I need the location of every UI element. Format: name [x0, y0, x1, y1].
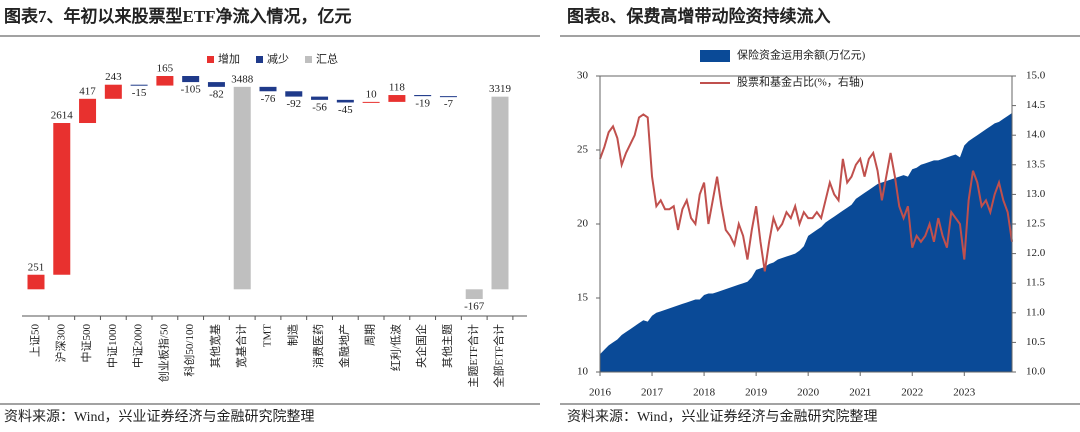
y2-tick-label: 10.0: [1026, 366, 1046, 378]
value-label: -45: [338, 104, 353, 116]
source-note: 资料来源：Wind，兴业证券经济与金融研究院整理: [567, 409, 878, 425]
x-tick-label: 上证50: [29, 324, 42, 357]
line: [599, 113, 1013, 272]
value-label: -105: [181, 84, 202, 96]
bar: [27, 274, 45, 290]
y-tick-label: 10: [577, 366, 589, 378]
y2-tick-label: 13.0: [1026, 188, 1046, 200]
legend-swatch: [256, 56, 263, 63]
value-label: 2614: [51, 110, 74, 122]
bar: [156, 76, 174, 86]
bar: [336, 99, 354, 103]
x-tick-label: 宽基合计: [234, 324, 248, 368]
bar: [53, 123, 71, 275]
y2-tick-label: 10.5: [1026, 336, 1046, 348]
x-tick-label: 中证2000: [132, 324, 145, 368]
x-tick-label: 沪深300: [53, 324, 67, 363]
y2-tick-label: 12.5: [1026, 218, 1046, 230]
x-tick-label: 创业板指/50: [156, 324, 170, 383]
bar: [465, 289, 483, 299]
value-label: 251: [28, 261, 45, 273]
value-label: 3488: [231, 73, 254, 85]
y-tick-label: 20: [577, 218, 589, 230]
bar: [130, 84, 148, 86]
chart-title: 图表8、保费高增带动险资持续流入: [567, 6, 831, 26]
x-tick-label: 消费医药: [311, 324, 325, 368]
y2-tick-label: 11.5: [1026, 277, 1045, 289]
y-tick-label: 25: [577, 144, 589, 156]
x-tick-label: 其他主题: [441, 324, 454, 368]
y2-tick-label: 14.0: [1026, 129, 1046, 141]
bar: [388, 95, 406, 102]
x-tick-label: 金融地产: [337, 324, 351, 368]
y2-tick-label: 14.5: [1026, 99, 1046, 111]
value-label: 165: [157, 63, 174, 75]
bar: [182, 76, 200, 83]
source-note: 资料来源：Wind，兴业证券经济与金融研究院整理: [4, 409, 315, 425]
x-tick-label: 周期: [364, 324, 377, 346]
area: [600, 113, 1012, 372]
x-tick-label: 央企国企: [414, 324, 428, 368]
y-tick-label: 15: [577, 292, 589, 304]
value-label: 417: [79, 85, 96, 97]
x-tick-label: 红利/低波: [389, 324, 402, 371]
bar: [104, 84, 122, 99]
x-tick-label: 中证500: [80, 324, 93, 363]
y2-tick-label: 15.0: [1026, 70, 1046, 82]
x-tick-label: 制造: [285, 324, 299, 346]
x-tick-label: 2017: [641, 387, 664, 399]
legend-swatch: [700, 50, 730, 62]
legend-label: 减少: [267, 53, 289, 66]
y2-tick-label: 12.0: [1026, 247, 1046, 259]
x-tick-label: 科创50/100: [182, 324, 196, 377]
value-label: -82: [209, 88, 224, 100]
x-tick-label: 2019: [745, 387, 768, 399]
value-label: 3319: [489, 83, 512, 95]
bar: [79, 98, 97, 124]
bar: [491, 96, 509, 290]
x-tick-label: 2018: [693, 387, 716, 399]
x-tick-label: 2016: [589, 387, 612, 399]
x-tick-label: 主题ETF合计: [466, 324, 480, 388]
value-label: -19: [415, 98, 430, 110]
value-label: -7: [444, 98, 454, 110]
value-label: -167: [464, 301, 485, 313]
value-label: 243: [105, 71, 122, 83]
y2-tick-label: 11.0: [1026, 306, 1045, 318]
legend-label: 汇总: [316, 52, 338, 66]
legend-swatch: [305, 56, 312, 63]
x-tick-label: 中证1000: [106, 324, 119, 368]
x-tick-label: 全部ETF合计: [492, 324, 506, 388]
bar: [311, 96, 329, 100]
x-tick-label: 其他宽基: [208, 324, 222, 368]
x-tick-label: 2021: [849, 387, 871, 399]
legend-label: 股票和基金占比(%，右轴): [737, 75, 864, 89]
bar: [207, 82, 225, 87]
value-label: 10: [366, 88, 378, 100]
bar: [285, 91, 303, 97]
value-label: 118: [389, 82, 406, 94]
y-tick-label: 30: [577, 70, 589, 82]
value-label: -56: [312, 101, 327, 113]
x-tick-label: 2023: [953, 387, 976, 399]
legend-swatch: [207, 56, 214, 63]
value-label: -15: [132, 87, 147, 99]
x-tick-label: 2022: [901, 387, 923, 399]
x-tick-label: 2020: [797, 387, 820, 399]
bar: [362, 101, 380, 103]
bar: [439, 96, 457, 98]
value-label: -76: [261, 93, 276, 105]
legend-label: 保险资金运用余额(万亿元): [737, 48, 866, 62]
x-tick-label: TMT: [262, 324, 274, 348]
legend-label: 增加: [218, 52, 240, 66]
bar: [233, 86, 251, 290]
value-label: -92: [286, 98, 301, 110]
y2-tick-label: 13.5: [1026, 158, 1046, 170]
chart-title: 图表7、年初以来股票型ETF净流入情况，亿元: [4, 6, 352, 26]
bar: [259, 86, 277, 92]
bar: [414, 95, 432, 97]
